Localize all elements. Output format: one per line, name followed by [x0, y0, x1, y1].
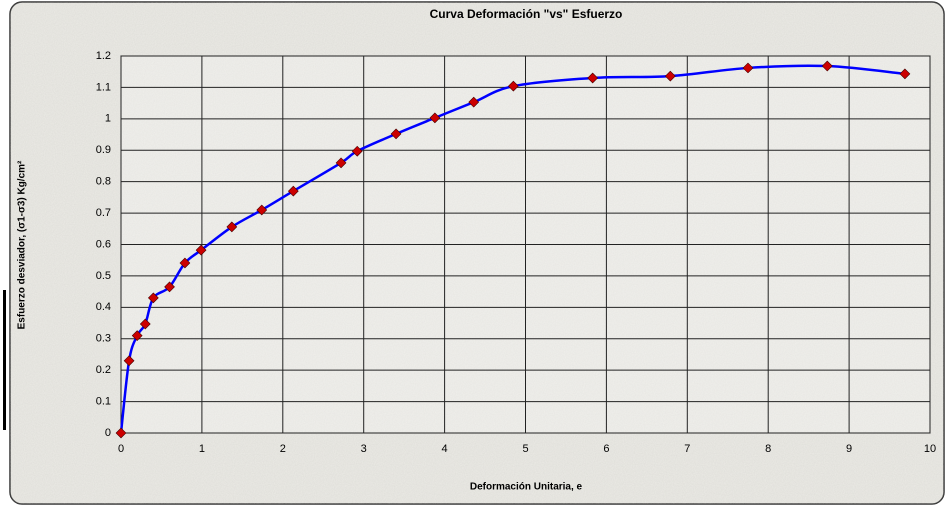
y-tick-label: 0.2: [96, 364, 111, 376]
x-tick-label: 9: [846, 443, 852, 455]
marker: [287, 185, 299, 197]
marker: [587, 72, 599, 84]
marker: [164, 281, 175, 293]
texture: [10, 2, 944, 504]
marker: [390, 128, 402, 140]
y-tick-label: 0: [105, 427, 111, 439]
x-tick-label: 5: [522, 443, 528, 455]
x-tick-label: 10: [924, 443, 936, 455]
x-tick-label: 7: [684, 443, 690, 455]
marker: [226, 221, 238, 233]
x-tick-label: 6: [603, 443, 609, 455]
line: [119, 64, 906, 434]
y-tick-label: 0.3: [96, 333, 111, 345]
marker: [664, 70, 676, 82]
marker: [899, 68, 911, 80]
marker: [429, 112, 441, 124]
marker: [123, 355, 135, 367]
x-tick-label: 4: [442, 443, 448, 455]
marker: [507, 80, 519, 92]
marker: [821, 60, 833, 72]
y-tick-label: 0.4: [96, 301, 111, 313]
x-axis-title: Deformación Unitaria, e: [470, 482, 583, 493]
marker: [335, 157, 347, 169]
marker: [742, 62, 754, 74]
x-tick-label: 3: [361, 443, 367, 455]
y-tick-label: 0.6: [96, 238, 111, 250]
y-tick-label: 1.2: [96, 50, 111, 62]
y-tick-label: 0.1: [96, 395, 111, 407]
y-axis-title: Esfuerzo desviador, (σ1-σ3) Kg/cm²: [17, 160, 28, 329]
y-tick-label: 0.5: [96, 270, 111, 282]
marker: [256, 204, 268, 216]
x-tick-label: 1: [199, 443, 205, 455]
marker: [179, 257, 191, 269]
chart-title: Curva Deformación "vs" Esfuerzo: [430, 7, 623, 21]
y-tick-label: 1.1: [96, 81, 111, 93]
y-tick-label: 0.9: [96, 144, 111, 156]
y-tick-label: 0.7: [96, 207, 111, 219]
marker: [195, 244, 207, 256]
x-tick-label: 0: [118, 443, 124, 455]
marker: [147, 292, 159, 304]
x-tick-label: 8: [765, 443, 771, 455]
y-tick-label: 0.8: [96, 176, 111, 188]
marker: [468, 96, 480, 108]
marker: [351, 145, 363, 157]
marker: [131, 330, 143, 341]
edge-bar: [3, 290, 6, 430]
marker: [115, 427, 127, 439]
x-tick-label: 2: [280, 443, 286, 455]
y-tick-label: 1: [105, 113, 111, 125]
marker: [139, 318, 151, 330]
